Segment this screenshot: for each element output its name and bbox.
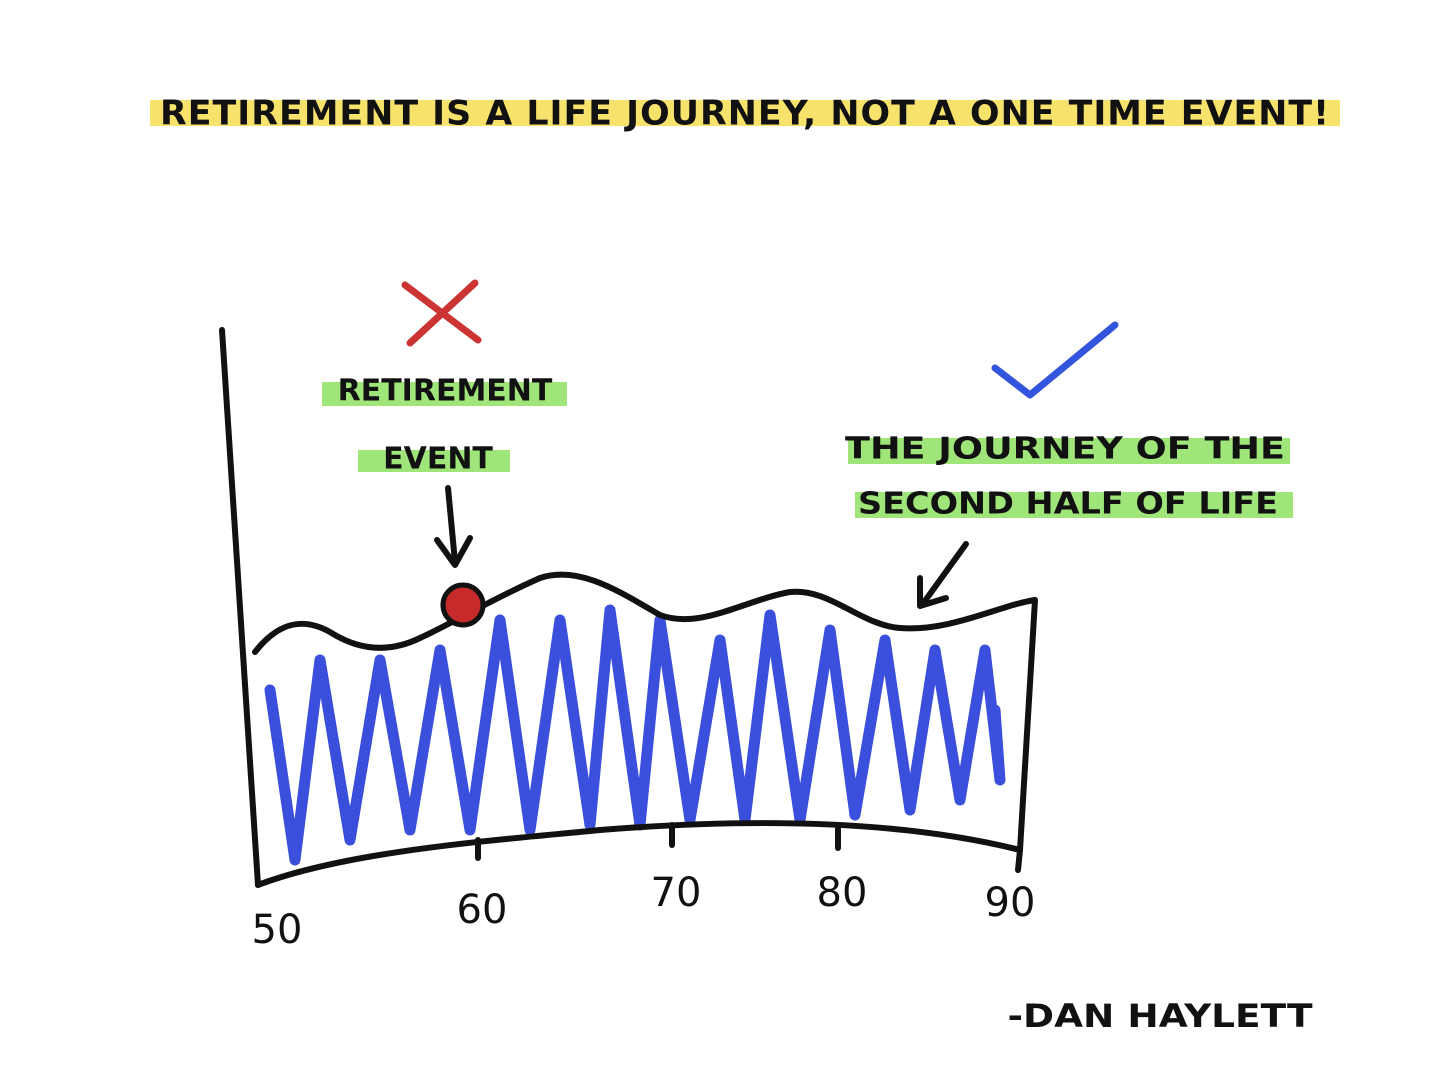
signature: -DAN HAYLETT — [1008, 997, 1313, 1035]
journey-fill — [264, 604, 1006, 866]
annotation: SECOND HALF OF LIFE — [858, 487, 1278, 522]
journey-curve — [252, 571, 1038, 655]
x-axis — [255, 597, 1038, 888]
retirement-dot — [440, 582, 486, 628]
arrow — [917, 541, 969, 609]
annotation: THE JOURNEY OF THE — [845, 432, 1285, 467]
tick-marks — [475, 822, 1023, 873]
annotation: EVENT — [383, 442, 493, 477]
title: RETIREMENT IS A LIFE JOURNEY, NOT A ONE … — [160, 94, 1330, 134]
tick-label: 80 — [817, 870, 868, 916]
highlight — [358, 450, 510, 472]
highlight — [855, 492, 1293, 518]
annotation: RETIREMENT — [338, 374, 553, 409]
tick-label: 70 — [651, 870, 702, 916]
tick-label: 50 — [252, 907, 303, 953]
tick-label: 90 — [985, 880, 1036, 926]
arrow — [434, 485, 473, 568]
wrong-mark — [401, 279, 482, 347]
highlight — [322, 382, 567, 406]
highlight — [848, 438, 1290, 464]
right-mark — [991, 321, 1119, 399]
y-axis — [219, 327, 261, 888]
title-highlight — [150, 100, 1340, 126]
tick-label: 60 — [457, 887, 508, 933]
